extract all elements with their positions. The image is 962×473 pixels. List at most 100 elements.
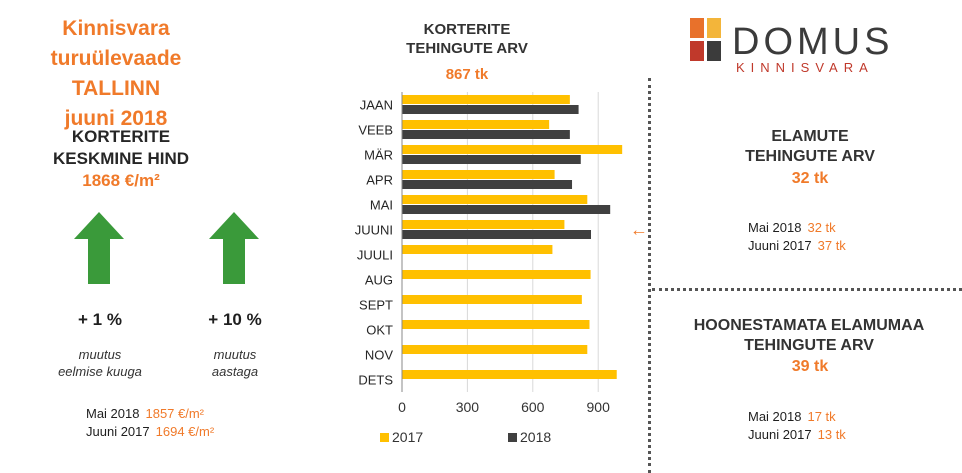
- legend-label: 2017: [392, 429, 423, 445]
- report-title-line3: juuni 2018: [64, 107, 168, 130]
- land-cmp-row: Juuni 2017 13 tk: [748, 426, 846, 444]
- category-label: JUUNI: [355, 223, 393, 238]
- category-label: MÄR: [364, 148, 393, 163]
- bar-2017: [402, 170, 555, 179]
- land-title: HOONESTAMATA ELAMUMAA TEHINGUTE ARV: [656, 316, 962, 356]
- price-cmp2-label: Juuni 2017: [86, 424, 150, 439]
- chart-title: KORTERITE TEHINGUTE ARV: [362, 20, 572, 58]
- bar-2017: [402, 145, 623, 154]
- report-title: Kinnisvara turuülevaade TALLINN juuni 20…: [0, 14, 232, 134]
- legend-swatch: [508, 433, 517, 442]
- logo-square-bl: [690, 41, 704, 61]
- price-cmp-row: Juuni 2017 1694 €/m²: [86, 423, 214, 441]
- change-year-value: + 10 %: [208, 310, 262, 329]
- domus-logo-graphic: DOMUS KINNISVARA: [690, 18, 893, 75]
- bar-2017: [402, 320, 590, 329]
- change-year-label-line1: muutus: [213, 347, 257, 362]
- houses-value: 32 tk: [791, 170, 829, 187]
- category-label: OKT: [366, 323, 393, 338]
- bar-2018: [402, 105, 579, 114]
- bar-chart: 0 300 600 900 JAAN VEEB MÄR APR MAI JUUNI JUULI AUG…: [355, 92, 648, 445]
- report-title-line1: Kinnisvara turuülevaade: [50, 17, 182, 70]
- chart-title-line2: TEHINGUTE ARV: [406, 40, 528, 57]
- logo-square-br: [707, 41, 721, 61]
- arrow-shape: [74, 212, 124, 284]
- category-label: MAI: [370, 198, 393, 213]
- land-cmp2-label: Juuni 2017: [748, 427, 812, 442]
- houses-title: ELAMUTE TEHINGUTE ARV: [660, 127, 960, 167]
- price-comparison: Mai 2018 1857 €/m² Juuni 2017 1694 €/m²: [86, 405, 214, 441]
- legend-swatch: [380, 433, 389, 442]
- category-label: VEEB: [358, 123, 393, 138]
- bar-2017: [402, 120, 550, 129]
- vertical-divider: [648, 78, 651, 473]
- x-tick-label: 0: [398, 399, 406, 415]
- bar-2017: [402, 95, 570, 104]
- land-cmp1-value: 17 tk: [807, 409, 836, 424]
- bar-2017: [402, 295, 582, 304]
- category-label: JUULI: [357, 248, 393, 263]
- change-month-value: + 1 %: [78, 310, 122, 329]
- land-cmp2-value: 13 tk: [817, 427, 846, 442]
- domus-logo: DOMUS KINNISVARA: [680, 12, 938, 80]
- bar-2017: [402, 245, 553, 254]
- category-label: JAAN: [360, 98, 393, 113]
- bar-2017: [402, 370, 617, 379]
- houses-cmp-row: Juuni 2017 37 tk: [748, 237, 846, 255]
- x-tick-label: 600: [521, 399, 545, 415]
- bar-2018: [402, 130, 570, 139]
- price-cmp2-value: 1694 €/m²: [155, 424, 215, 439]
- houses-cmp-row: Mai 2018 32 tk: [748, 219, 846, 237]
- june-marker-arrow-icon: ←: [630, 220, 648, 240]
- land-comparison: Mai 2018 17 tk Juuni 2017 13 tk: [748, 408, 846, 444]
- land-cmp-row: Mai 2018 17 tk: [748, 408, 846, 426]
- change-year-label: muutus aastaga: [180, 346, 290, 380]
- houses-title-line1: ELAMUTE: [771, 128, 849, 145]
- category-label: APR: [366, 173, 393, 188]
- price-cmp1-value: 1857 €/m²: [145, 406, 205, 421]
- price-title-line1: KORTERITE: [71, 127, 171, 146]
- report-title-line2: TALLINN: [71, 77, 161, 100]
- bar-2017: [402, 270, 591, 279]
- change-month-label-line1: muutus: [78, 347, 122, 362]
- legend-label: 2018: [520, 429, 551, 445]
- chart-count: 867 tk: [445, 66, 489, 83]
- bar-2018: [402, 180, 573, 189]
- bar-2018: [402, 205, 611, 214]
- category-label: DETS: [358, 373, 393, 388]
- x-tick-label: 300: [456, 399, 480, 415]
- category-label: NOV: [365, 348, 394, 363]
- price-cmp1-label: Mai 2018: [86, 406, 140, 421]
- houses-cmp1-value: 32 tk: [807, 220, 836, 235]
- change-month-label: muutus eelmise kuuga: [45, 346, 155, 380]
- land-cmp1-label: Mai 2018: [748, 409, 802, 424]
- price-title-line2: KESKMINE HIND: [52, 149, 189, 168]
- category-label: AUG: [365, 273, 393, 288]
- logo-sub: KINNISVARA: [736, 60, 874, 75]
- bar-2018: [402, 155, 581, 164]
- houses-cmp1-label: Mai 2018: [748, 220, 802, 235]
- houses-cmp2-value: 37 tk: [817, 238, 846, 253]
- bar-2017: [402, 195, 588, 204]
- chart-title-line1: KORTERITE: [423, 21, 511, 38]
- price-cmp-row: Mai 2018 1857 €/m²: [86, 405, 214, 423]
- land-value: 39 tk: [791, 358, 829, 375]
- bar-2017: [402, 345, 588, 354]
- change-month-label-line2: eelmise kuuga: [58, 364, 142, 379]
- up-arrow-icon: [209, 212, 259, 284]
- bar-2018: [402, 230, 592, 239]
- houses-title-line2: TEHINGUTE ARV: [745, 148, 875, 165]
- price-value: 1868 €/m²: [82, 171, 160, 190]
- houses-cmp2-label: Juuni 2017: [748, 238, 812, 253]
- price-block: KORTERITE KESKMINE HIND 1868 €/m²: [40, 126, 202, 192]
- change-year-label-line2: aastaga: [211, 364, 259, 379]
- horizontal-divider: [652, 288, 962, 291]
- category-label: SEPT: [359, 298, 393, 313]
- logo-square-tr: [707, 18, 721, 38]
- land-title-line1: HOONESTAMATA ELAMUMAA: [693, 317, 925, 334]
- logo-word: DOMUS: [732, 21, 893, 63]
- up-arrow-icon: [74, 212, 124, 284]
- bar-2017: [402, 220, 565, 229]
- x-tick-label: 900: [587, 399, 611, 415]
- land-title-line2: TEHINGUTE ARV: [744, 337, 874, 354]
